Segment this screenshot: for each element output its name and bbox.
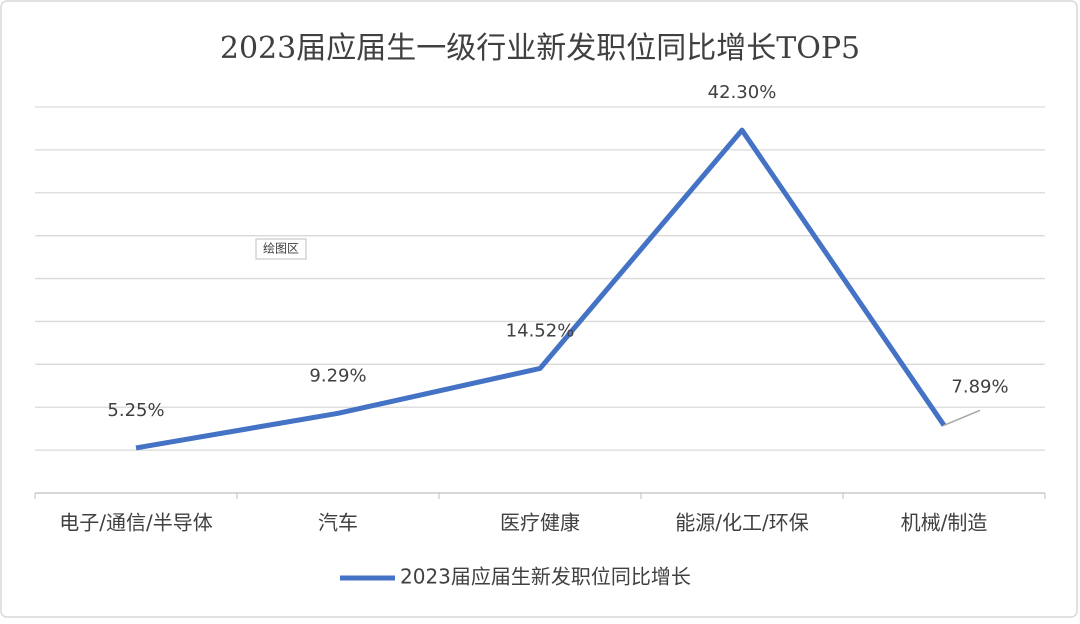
x-tick-label: 汽车 <box>318 511 358 535</box>
data-label: 9.29% <box>309 365 366 386</box>
data-label: 42.30% <box>708 82 777 103</box>
leader-line <box>943 409 981 427</box>
tooltip-box <box>255 238 307 260</box>
tooltip: 绘图区 <box>263 241 299 256</box>
data-label: 5.25% <box>107 400 164 421</box>
legend-label: 2023届应届生新发职位同比增长 <box>400 565 691 589</box>
x-tick-label: 电子/通信/半导体 <box>59 511 212 535</box>
data-label: 7.89% <box>951 376 1008 397</box>
x-tick-label: 能源/化工/环保 <box>675 511 808 535</box>
x-tick-label: 医疗健康 <box>500 511 580 535</box>
data-label: 14.52% <box>506 320 575 341</box>
chart-title: 2023届应届生一级行业新发职位同比增长TOP5 <box>220 31 860 66</box>
series-line <box>135 127 947 451</box>
x-tick-label: 机械/制造 <box>901 511 988 535</box>
